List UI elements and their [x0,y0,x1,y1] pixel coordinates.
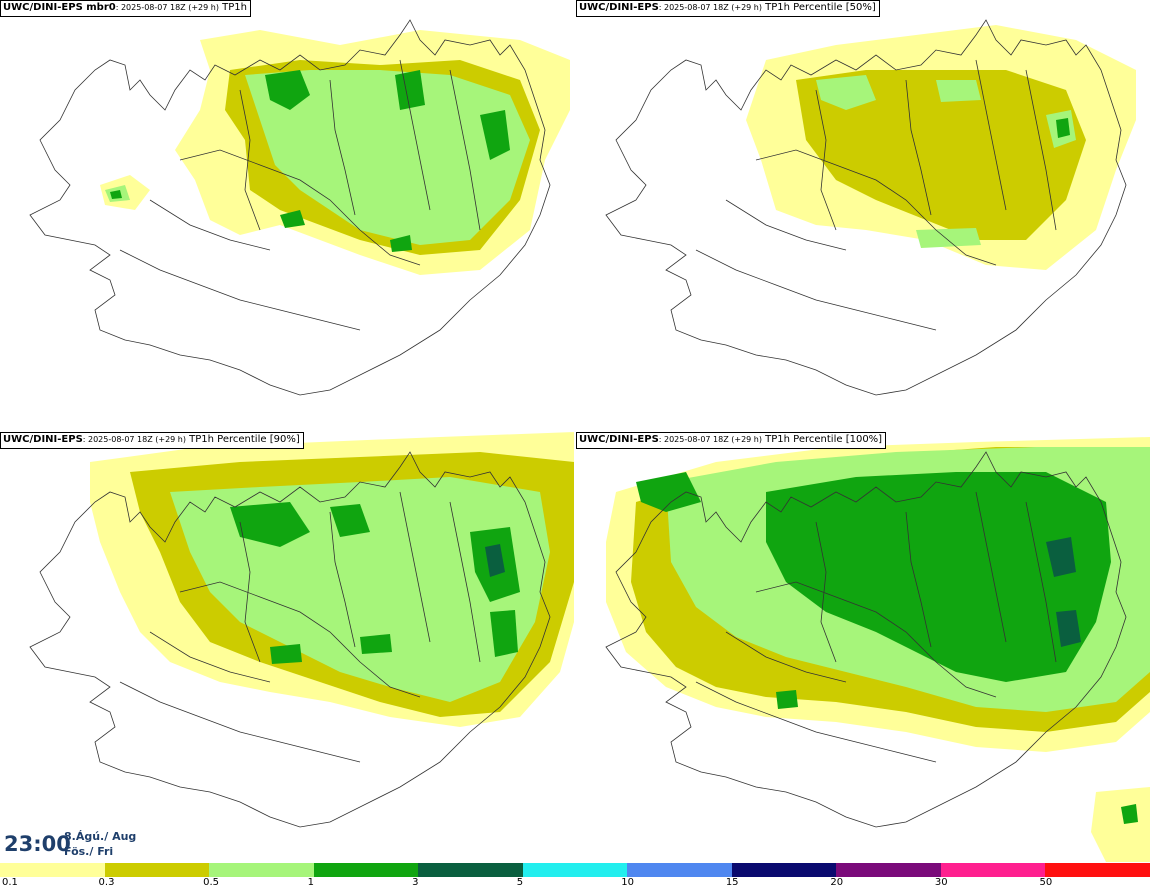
color-scale-tick-label: 3 [412,877,419,888]
map-panel-member0: UWC/DINI-EPS mbr0: 2025-08-07 18Z (+29 h… [0,0,574,430]
color-scale-tick-label: 10 [621,877,634,888]
color-scale-segment [104,863,210,877]
color-scale-tick-label: 50 [1039,877,1053,888]
valid-time-box: 23:00 8.Ágú./ Aug Fös./ Fri [0,824,140,862]
color-scale-segment [1045,863,1150,877]
precip-field [90,432,574,727]
color-scale-segment [940,863,1046,877]
map-panel-p100: UWC/DINI-EPS: 2025-08-07 18Z (+29 h) TP1… [576,432,1150,862]
panel-title: UWC/DINI-EPS: 2025-08-07 18Z (+29 h) TP1… [576,0,880,17]
color-scale-segment [522,863,628,877]
map-panel-p50: UWC/DINI-EPS: 2025-08-07 18Z (+29 h) TP1… [576,0,1150,430]
valid-date-line2: Fös./ Fri [64,845,114,858]
color-scale-segment [313,863,419,877]
color-scale-segment [0,863,105,877]
color-scale-tick-label: 20 [830,877,844,888]
color-scale-tick-label: 1 [307,877,314,888]
color-scale-tick-label: 30 [934,877,948,888]
precipitation-map [605,437,1150,862]
color-scale-tick-label: 5 [516,877,524,888]
valid-date-line1: 8.Ágú./ Aug [64,830,137,843]
color-scale-segment [627,863,732,877]
color-scale-tick-label: 15 [725,877,739,888]
color-scale-labels: 0.1 0.3 0.5 1 3 5 10 15 20 30 50 [0,877,1150,891]
color-scale-segment [731,863,837,877]
precipitation-map [29,19,570,396]
valid-time: 23:00 [4,832,71,856]
panel-title: UWC/DINI-EPS: 2025-08-07 18Z (+29 h) TP1… [0,432,304,449]
color-scale-tick-label: 0.1 [2,877,18,888]
color-scale-segment [418,863,523,877]
color-scale-segment [836,863,941,877]
color-scale-bar [0,863,1150,877]
color-scale-segment [209,863,314,877]
precip-field [746,25,1136,270]
color-scale-tick-label: 0.5 [203,877,219,888]
panel-title: UWC/DINI-EPS mbr0: 2025-08-07 18Z (+29 h… [0,0,251,17]
precipitation-map [605,19,1136,396]
precipitation-map [29,432,574,828]
precip-field [606,437,1150,862]
map-panel-p90: UWC/DINI-EPS: 2025-08-07 18Z (+29 h) TP1… [0,432,574,862]
color-scale-tick-label: 0.3 [98,877,115,888]
panel-title: UWC/DINI-EPS: 2025-08-07 18Z (+29 h) TP1… [576,432,887,449]
